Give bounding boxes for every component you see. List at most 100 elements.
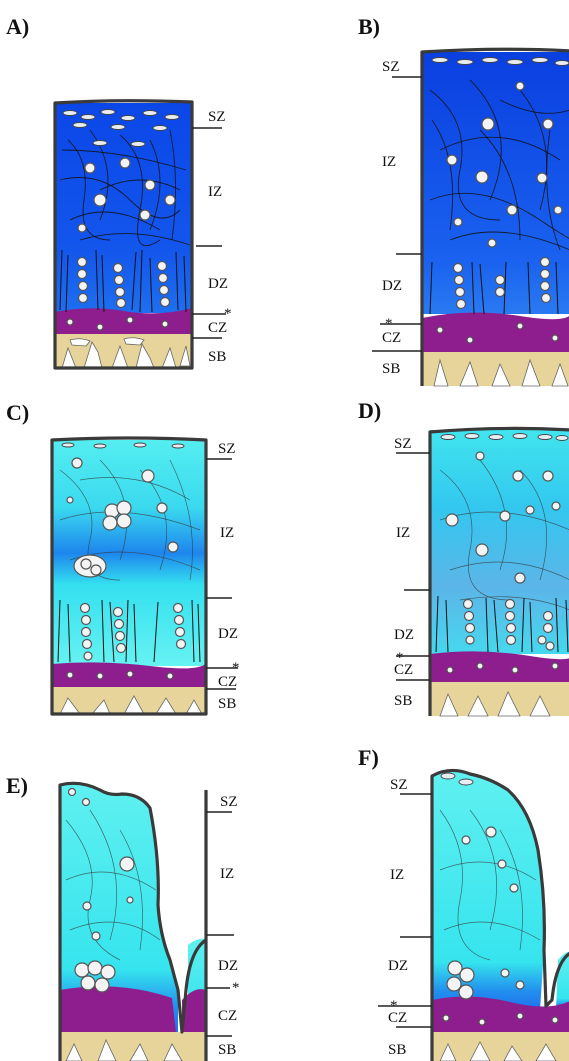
calcified-zone: [60, 986, 176, 1032]
panel-e: E): [6, 773, 240, 1061]
flat-cells: [61, 442, 185, 449]
bone-holes: [65, 1038, 183, 1061]
label-sb: SB: [394, 693, 412, 709]
tidemark-star: *: [232, 660, 240, 676]
label-sz: SZ: [208, 109, 226, 125]
panel-c: C): [6, 400, 240, 716]
calcified-zone: [432, 996, 569, 1032]
calcified-zone: [55, 308, 192, 334]
zone-markers: [206, 458, 238, 690]
label-cz: CZ: [218, 674, 237, 690]
panel-label: F): [358, 745, 379, 770]
cell-cluster: [73, 500, 132, 578]
label-sz: SZ: [218, 441, 236, 457]
label-cz: CZ: [388, 1010, 407, 1026]
label-dz: DZ: [382, 278, 402, 294]
flat-cells: [440, 433, 569, 441]
zone-markers: [192, 127, 226, 339]
round-cells: [67, 787, 135, 941]
fibers: [65, 809, 161, 961]
column-cells: [436, 256, 559, 344]
panel-f: F): [358, 745, 569, 1061]
panel-label: D): [358, 398, 381, 423]
tidemark-star: *: [232, 980, 240, 996]
label-iz: IZ: [220, 866, 234, 882]
label-dz: DZ: [388, 958, 408, 974]
section-outline: [50, 436, 208, 716]
fibers: [59, 459, 201, 581]
zone-markers: [378, 793, 432, 1028]
subchondral-bone: [432, 1032, 569, 1061]
label-cz: CZ: [218, 1008, 237, 1024]
label-sz: SZ: [382, 59, 400, 75]
label-sz: SZ: [390, 777, 408, 793]
label-sz: SZ: [394, 436, 412, 452]
cell-cluster: [74, 960, 116, 993]
tidemark-star: *: [385, 316, 393, 332]
bone-holes: [59, 695, 203, 715]
bone-holes: [433, 358, 569, 387]
columns: [429, 261, 559, 315]
round-cells: [446, 81, 563, 248]
section-outline: [430, 768, 569, 1061]
label-sb: SB: [218, 1042, 236, 1058]
flat-cells: [431, 57, 569, 66]
cartilage-section: [420, 47, 569, 387]
cartilage-section: [50, 436, 208, 716]
label-iz: IZ: [220, 525, 234, 541]
label-iz: IZ: [382, 154, 396, 170]
column-cells: [66, 256, 171, 331]
label-sb: SB: [388, 1042, 406, 1058]
tidemark-star: *: [396, 650, 404, 666]
panel-label: C): [6, 400, 29, 425]
bone-holes: [439, 691, 551, 717]
section-outline: [428, 426, 569, 716]
cartilage-section: [430, 768, 569, 1061]
panel-label: B): [358, 14, 380, 39]
section-outline: [53, 99, 194, 370]
flat-cells: [62, 109, 180, 147]
cartilage-section: [58, 781, 208, 1061]
round-cells: [77, 157, 176, 233]
columns: [59, 249, 187, 313]
label-cz: CZ: [208, 320, 227, 336]
label-iz: IZ: [208, 184, 222, 200]
zone-markers: [372, 76, 422, 352]
columns: [57, 599, 201, 663]
round-cells: [66, 457, 179, 553]
label-cz: CZ: [394, 662, 413, 678]
bone-holes: [439, 1041, 557, 1061]
calcified-cells: [442, 1012, 559, 1026]
zone-markers: [396, 452, 430, 681]
fibers: [429, 79, 569, 251]
columns: [435, 595, 569, 653]
zone-markers: [206, 811, 234, 1037]
round-cells: [440, 772, 525, 990]
bone-holes: [61, 337, 191, 369]
label-cz: CZ: [382, 330, 401, 346]
section-outline: [58, 781, 207, 1061]
column-cells: [66, 602, 187, 680]
section-outline: [420, 47, 569, 386]
label-sb: SB: [382, 361, 400, 377]
calcified-zone: [422, 312, 569, 352]
label-dz: DZ: [218, 958, 238, 974]
matrix-zone: [432, 770, 545, 1010]
panel-b: B): [358, 14, 569, 387]
cell-cluster: [446, 960, 475, 1000]
label-iz: IZ: [396, 525, 410, 541]
label-dz: DZ: [218, 626, 238, 642]
label-sb: SB: [208, 349, 226, 365]
label-sz: SZ: [220, 794, 238, 810]
fibers: [439, 809, 541, 961]
tidemark-star: *: [224, 306, 232, 322]
label-dz: DZ: [394, 627, 414, 643]
panel-a: A): [6, 14, 232, 370]
calcified-zone-right: [182, 989, 206, 1032]
label-dz: DZ: [208, 276, 228, 292]
panel-d: D): [358, 398, 569, 717]
panel-label: A): [6, 14, 29, 39]
label-iz: IZ: [390, 867, 404, 883]
cartilage-section: [428, 426, 569, 717]
